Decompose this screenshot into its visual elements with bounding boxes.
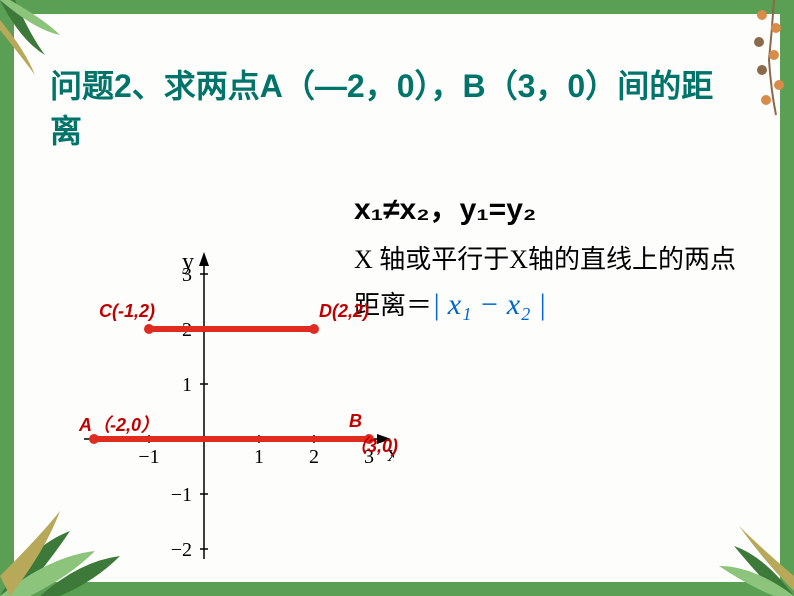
corner-leaves-br [664,496,794,596]
point-label-b: B（3,0) [349,411,398,458]
svg-text:−2: −2 [171,539,192,561]
point-label-d: D(2,2) [319,301,369,322]
chart-svg: −1123−2−1123yx [34,174,394,574]
svg-text:y: y [182,249,194,275]
condition-sep: ， [430,193,460,226]
svg-text:2: 2 [309,446,319,468]
svg-text:1: 1 [182,374,192,396]
svg-text:1: 1 [254,446,264,468]
problem-title: 问题2、求两点A（—2，0），B（3，0）间的距离 [50,64,720,154]
condition-rhs: y₁=y₂ [460,193,537,226]
distance-formula: | x₁ − x₂ | [432,288,546,321]
explanation-text: X 轴或平行于X轴的直线上的两点距离＝| x₁ − x₂ | [354,239,750,329]
point-label-a: A（-2,0） [79,411,159,437]
svg-text:−1: −1 [171,484,192,506]
point-label-c: C(-1,2) [99,301,155,322]
svg-text:−1: −1 [138,446,159,468]
coordinate-chart: −1123−2−1123yx A（-2,0）B（3,0)C(-1,2)D(2,2… [34,174,394,574]
